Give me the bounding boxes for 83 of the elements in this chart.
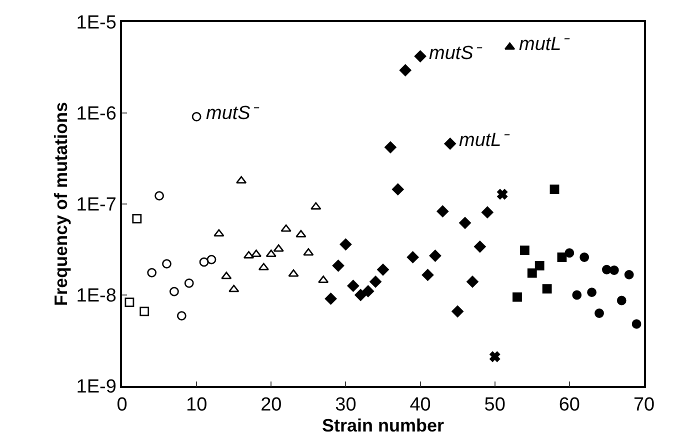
- point: [221, 272, 232, 280]
- point: [572, 290, 582, 300]
- point: [609, 266, 619, 275]
- point: [444, 138, 456, 150]
- point: [534, 260, 544, 270]
- point: [324, 292, 337, 305]
- point: [594, 308, 604, 318]
- point: [497, 189, 508, 200]
- point: [176, 311, 186, 321]
- annotation: mutS⁻: [429, 43, 482, 64]
- point: [406, 251, 419, 264]
- point: [162, 259, 172, 269]
- point: [154, 191, 164, 201]
- point: [602, 264, 612, 274]
- point: [296, 230, 306, 238]
- point: [288, 269, 299, 277]
- point: [377, 264, 389, 276]
- point: [184, 278, 194, 288]
- point: [429, 250, 442, 262]
- x-tick-label: 30: [335, 394, 356, 416]
- point: [459, 216, 471, 229]
- y-tick-label: 1E-8: [76, 286, 116, 307]
- y-tick-label: 1E-7: [76, 194, 116, 216]
- point: [624, 270, 634, 280]
- point: [140, 306, 150, 316]
- point: [564, 248, 574, 258]
- annotation: mutL⁻: [459, 130, 510, 151]
- point: [550, 184, 560, 194]
- point: [370, 276, 382, 288]
- point: [147, 268, 157, 278]
- point: [474, 240, 486, 253]
- point: [124, 298, 134, 308]
- y-tick-label: 1E-9: [76, 376, 116, 398]
- point: [452, 306, 464, 318]
- point: [490, 351, 500, 362]
- point: [587, 288, 596, 298]
- point: [527, 268, 537, 278]
- x-tick-label: 50: [484, 394, 506, 416]
- point: [332, 260, 344, 272]
- annotation: mutL⁻: [519, 34, 570, 55]
- point: [192, 112, 202, 122]
- point: [436, 205, 449, 218]
- y-tick-label: 1E-5: [76, 12, 116, 34]
- point: [362, 285, 374, 298]
- x-axis-title: Strain number: [322, 416, 444, 436]
- point: [340, 238, 352, 250]
- x-tick-label: 10: [186, 394, 208, 416]
- point: [170, 286, 179, 296]
- x-tick-label: 20: [260, 394, 282, 416]
- point: [512, 292, 522, 302]
- x-tick-label: 70: [633, 394, 655, 416]
- x-tick-label: 60: [558, 394, 580, 416]
- point: [482, 206, 494, 218]
- point: [214, 229, 224, 237]
- point: [132, 214, 142, 224]
- point: [466, 276, 478, 288]
- annotation: mutS⁻: [206, 103, 260, 124]
- point: [266, 250, 276, 258]
- point: [392, 183, 404, 196]
- point: [354, 289, 367, 301]
- point: [557, 252, 567, 262]
- point: [422, 269, 434, 281]
- point: [542, 284, 552, 294]
- y-tick-label: 1E-6: [76, 104, 116, 125]
- point: [399, 64, 412, 76]
- point: [273, 244, 284, 252]
- point: [414, 50, 426, 62]
- x-tick-label: 40: [410, 394, 431, 416]
- point: [199, 257, 209, 267]
- point: [616, 296, 626, 306]
- point: [310, 202, 322, 210]
- point: [280, 224, 292, 232]
- point: [384, 141, 396, 154]
- x-tick-label: 0: [116, 394, 128, 416]
- point: [520, 246, 530, 255]
- point: [228, 284, 240, 292]
- point: [347, 280, 360, 292]
- point: [580, 252, 590, 262]
- point: [206, 254, 216, 264]
- point: [632, 319, 642, 329]
- point: [303, 248, 314, 256]
- y-axis-title: Frequency of mutations: [51, 102, 72, 306]
- point: [318, 276, 329, 284]
